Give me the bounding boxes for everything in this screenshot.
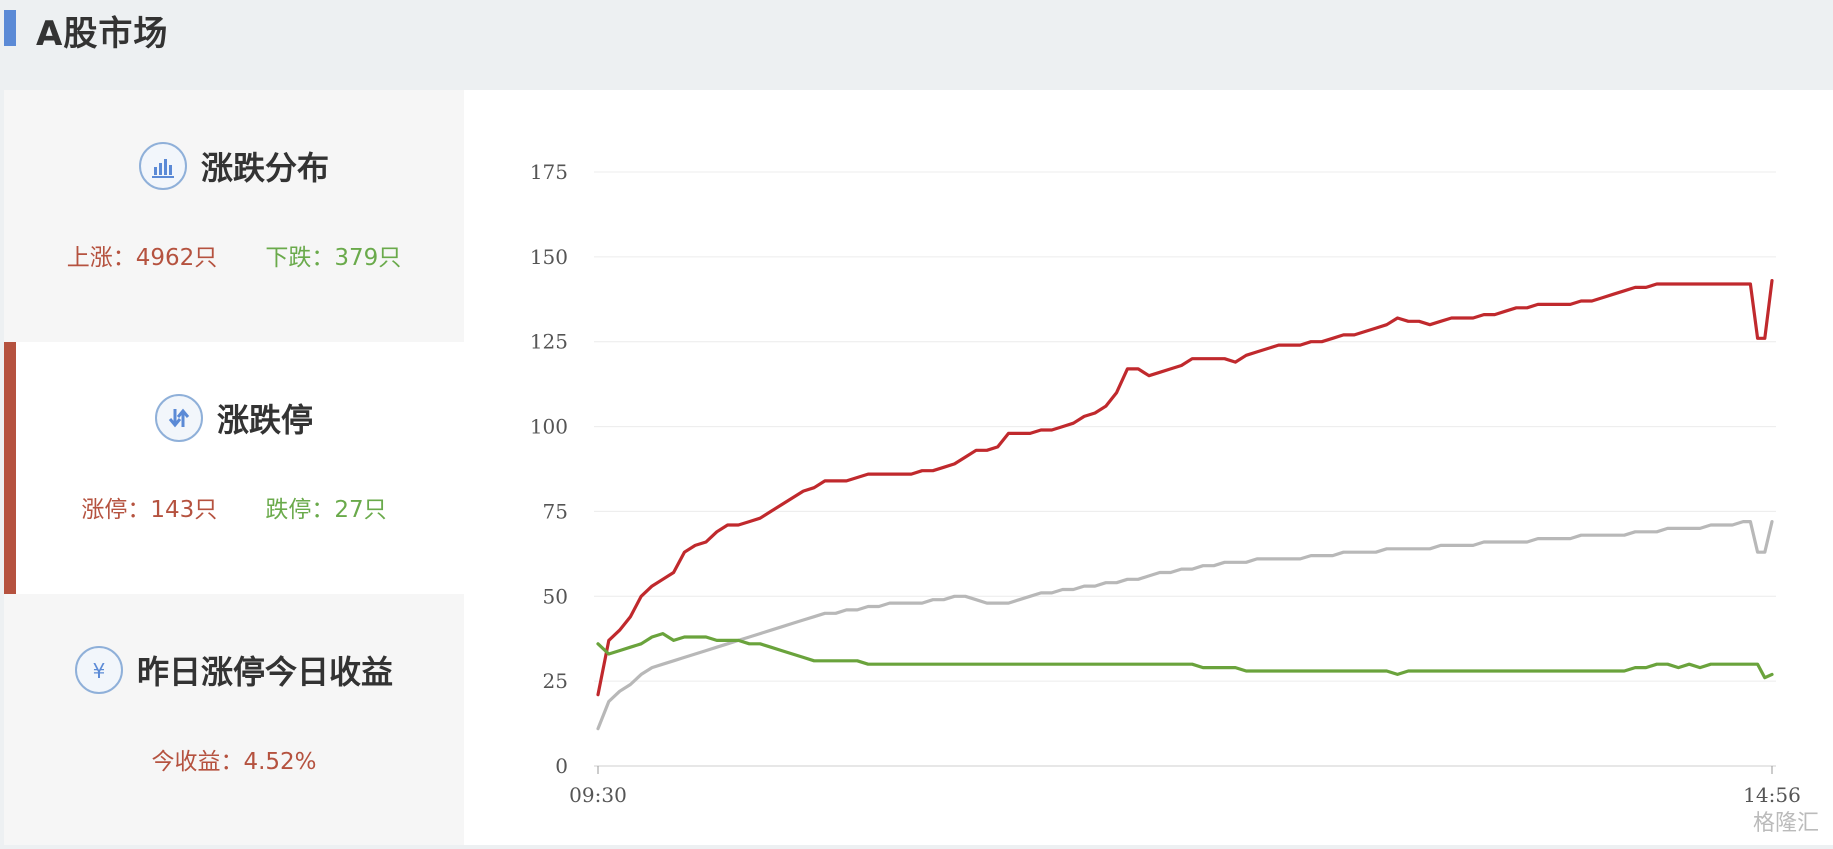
- sidebar: 涨跌分布 上涨：4962只 下跌：379只 涨跌停 涨停：143只 跌停：27只: [4, 90, 464, 845]
- active-indicator: [4, 342, 16, 594]
- header-accent-bar: [4, 10, 16, 46]
- svg-text:¥: ¥: [93, 659, 106, 683]
- y-tick-label: 0: [555, 754, 568, 778]
- y-tick-label: 50: [543, 584, 568, 608]
- chart-panel: 0 25 50 75 100 125 150 175 09:30 14:56 格隆汇: [464, 90, 1833, 845]
- y-tick-label: 150: [530, 245, 568, 269]
- rise-count: 上涨：4962只: [66, 245, 218, 271]
- page-header: A股市场: [0, 0, 1833, 90]
- series-line-0: [596, 279, 1774, 697]
- x-tick-label: 14:56: [1743, 783, 1801, 807]
- fall-count: 下跌：379只: [265, 245, 402, 271]
- yen-icon: ¥: [74, 646, 123, 694]
- bar-chart-icon: [138, 142, 187, 190]
- y-tick-label: 175: [530, 160, 568, 184]
- series-line-2: [596, 631, 1774, 680]
- x-tick-label: 09:30: [569, 783, 627, 807]
- watermark: 格隆汇: [1752, 811, 1819, 836]
- line-chart: 0 25 50 75 100 125 150 175 09:30 14:56: [530, 160, 1801, 807]
- y-tick-label: 100: [530, 415, 568, 439]
- series-line-1: [596, 520, 1774, 731]
- y-tick-label: 25: [543, 669, 568, 693]
- card-limit-up-down[interactable]: 涨跌停 涨停：143只 跌停：27只: [4, 342, 464, 594]
- card-yesterday-limit-up-return[interactable]: ¥ 昨日涨停今日收益 今收益：4.52%: [4, 594, 464, 845]
- card-title: 涨跌停: [216, 401, 313, 439]
- card-title: 昨日涨停今日收益: [136, 653, 393, 691]
- up-down-arrows-icon: [154, 394, 203, 442]
- card-distribution[interactable]: 涨跌分布 上涨：4962只 下跌：379只: [4, 90, 464, 342]
- limit-up-count: 涨停：143只: [81, 497, 218, 523]
- limit-down-count: 跌停：27只: [265, 497, 387, 523]
- page-title: A股市场: [36, 14, 169, 54]
- y-tick-label: 75: [543, 499, 568, 523]
- y-tick-label: 125: [530, 330, 568, 354]
- today-return: 今收益：4.52%: [151, 749, 317, 775]
- card-title: 涨跌分布: [200, 149, 329, 187]
